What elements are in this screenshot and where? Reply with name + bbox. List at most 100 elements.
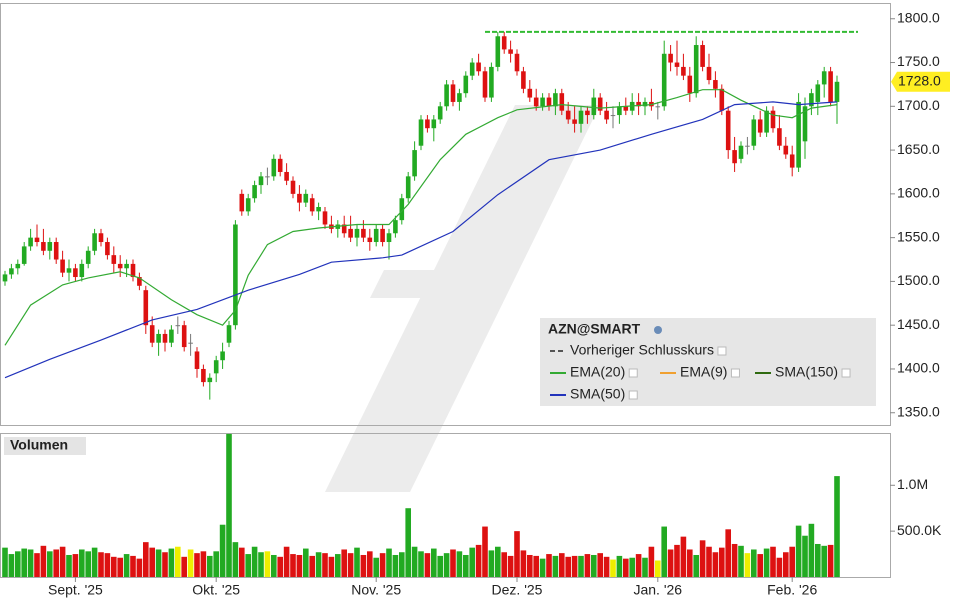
volume-bar [399,552,405,577]
volume-bar [463,554,469,577]
x-tick-label: Jan. '26 [633,582,682,598]
candle-body [681,66,686,76]
volume-bar [347,553,354,577]
candle-body [527,88,533,98]
candle-body [757,119,763,133]
candle-body [124,263,129,269]
legend-toggle[interactable] [730,368,740,378]
volume-bar [104,553,111,577]
candle-body [393,220,398,234]
candle-body [636,101,641,107]
candle-body [565,110,571,120]
candle-body [207,377,213,383]
candle-body [239,193,245,212]
volume-title: Volumen [10,437,68,453]
volume-bar [757,554,763,577]
candle-body [585,110,590,116]
candle-body [162,333,168,343]
candle-body [41,242,46,251]
volume-bar [187,549,194,577]
volume-bar [194,553,200,577]
candle-body [73,268,78,278]
candle-body [770,110,776,129]
volume-bar [501,552,507,577]
candle-body [725,110,731,151]
legend-title: AZN@SMART [548,321,641,337]
candle-body [226,325,232,343]
volume-bar [283,546,290,577]
volume-bar [200,551,207,577]
volume-bar [488,550,495,577]
volume-bar [277,556,283,577]
candle-body [220,351,225,361]
watermark [325,105,600,492]
candle-body [21,246,27,264]
x-tick-label: Okt. '25 [192,582,240,598]
volume-bar [661,526,667,577]
volume-bar [706,546,712,577]
y-tick-label: 1700.0 [897,97,940,113]
candle-body [591,97,597,116]
candle-body [28,237,33,247]
candle-body [546,97,552,107]
legend-toggle[interactable] [628,390,638,400]
candle-body [469,62,475,76]
candle-body [802,106,808,142]
volume-bar [725,529,731,577]
volume-bar [258,552,264,577]
candle-body [373,228,379,243]
legend-label: EMA(20) [570,364,625,380]
legend-toggle[interactable] [717,346,727,356]
volume-bar [795,525,802,577]
candle-body [821,71,827,85]
candle-body [706,66,712,81]
candle-body [252,185,257,199]
candle-body [361,228,366,238]
candle-body [79,263,85,278]
last-price-label: 1728.0 [898,72,941,88]
candle-body [437,106,443,120]
icon [654,326,662,334]
candle-body [85,250,91,264]
candle-body [47,242,53,251]
volume-bar [296,554,303,577]
legend-toggle[interactable] [628,368,638,378]
candle-body [245,198,251,212]
y-tick-label: 1.0M [897,476,928,492]
volume-bar [635,554,642,577]
volume-bar [328,556,335,577]
volume-bar [245,554,251,577]
candle-body [687,75,693,94]
volume-bar [655,560,661,577]
price-panel [0,3,891,426]
volume-bar [539,558,546,577]
volume-bar [175,546,181,577]
volume-bar [565,556,571,577]
volume-bar [815,543,821,577]
volume-bar [354,547,360,577]
volume-bar [802,535,808,577]
y-tick-label: 500.0K [897,522,942,538]
volume-bar [79,549,85,577]
indicator-line [4,89,838,346]
volume-bar [514,531,520,577]
candle-body [828,71,833,102]
candle-body [284,171,289,181]
candle-body [66,268,72,273]
volume-bar [386,548,392,577]
volume-bar [731,543,738,577]
candle-body [463,75,469,94]
candle-body [130,263,136,278]
volume-bar [21,548,27,577]
candle-body [732,150,737,164]
candle-body [137,277,142,286]
volume-bar [475,544,482,577]
candle-body [194,351,200,369]
candle-body [789,154,795,168]
legend-toggle[interactable] [841,368,851,378]
volume-bar [680,536,687,577]
volume-bar [341,549,347,577]
volume-bar [693,554,699,577]
volume-bar [603,556,610,577]
volume-bar [469,547,475,577]
